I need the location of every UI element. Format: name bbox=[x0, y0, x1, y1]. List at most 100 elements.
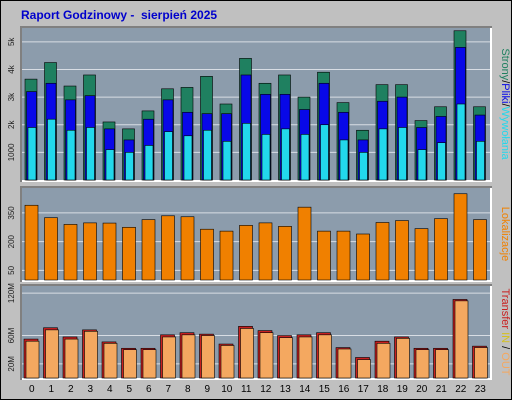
bar-lokalizacje-hour-0 bbox=[24, 204, 39, 281]
requests-ytick-label: 5k bbox=[7, 37, 16, 46]
locations-plot-area bbox=[22, 188, 490, 280]
x-tick-label-hour-11: 11 bbox=[241, 384, 252, 395]
bar-out-hour-3 bbox=[84, 330, 98, 379]
bar-out-hour-5 bbox=[123, 349, 137, 379]
locations-ytick-label: 350 bbox=[7, 206, 16, 220]
transfer-side-label: Transfer IN / OUT bbox=[499, 288, 511, 375]
bar-lokalizacje-hour-8 bbox=[180, 216, 195, 281]
requests-side-label-part: Wywołania bbox=[499, 107, 511, 161]
bar-lokalizacje-hour-4 bbox=[102, 222, 117, 281]
x-tick-label-hour-0: 0 bbox=[29, 384, 35, 395]
bar-wywoania-hour-23 bbox=[476, 141, 485, 181]
x-tick-label-hour-4: 4 bbox=[107, 384, 113, 395]
x-tick-label-hour-17: 17 bbox=[358, 384, 370, 395]
x-tick-label-hour-20: 20 bbox=[416, 384, 428, 395]
requests-plot-area bbox=[22, 28, 490, 180]
x-tick-label-hour-6: 6 bbox=[146, 384, 152, 395]
x-tick-label-hour-12: 12 bbox=[260, 384, 272, 395]
bar-out-hour-17 bbox=[357, 359, 371, 379]
bar-out-hour-22 bbox=[454, 300, 469, 379]
bar-out-hour-8 bbox=[181, 334, 196, 379]
x-tick-label-hour-18: 18 bbox=[377, 384, 389, 395]
locations-side-label: Lokalizacje bbox=[499, 207, 511, 261]
requests-ytick-label: 4k bbox=[7, 64, 16, 73]
bar-wywoania-hour-8 bbox=[183, 135, 193, 181]
transfer-ytick-label: 20M bbox=[7, 356, 16, 372]
bar-out-hour-23 bbox=[474, 347, 488, 379]
requests-ytick-label: 2k bbox=[7, 120, 16, 129]
x-tick-label-hour-19: 19 bbox=[397, 384, 409, 395]
bar-out-hour-10 bbox=[220, 345, 235, 379]
bar-wywoania-hour-19 bbox=[398, 127, 407, 181]
x-tick-label-hour-15: 15 bbox=[319, 384, 331, 395]
transfer-side-label-part: Transfer bbox=[499, 288, 511, 329]
x-tick-label-hour-14: 14 bbox=[299, 384, 311, 395]
transfer-plot-area bbox=[22, 286, 490, 378]
bar-wywoania-hour-7 bbox=[164, 131, 173, 181]
bar-lokalizacje-hour-19 bbox=[395, 220, 409, 281]
bar-wywoania-hour-13 bbox=[281, 128, 290, 181]
bar-out-hour-7 bbox=[162, 336, 176, 379]
bar-wywoania-hour-22 bbox=[456, 103, 466, 181]
bar-out-hour-13 bbox=[279, 337, 293, 379]
requests-side-label: Strony/Pliki/Wywołania bbox=[499, 48, 511, 160]
bar-out-hour-1 bbox=[45, 329, 59, 379]
bar-lokalizacje-hour-10 bbox=[219, 230, 234, 281]
bar-out-hour-4 bbox=[103, 343, 118, 379]
x-tick-label-hour-22: 22 bbox=[455, 384, 467, 395]
x-tick-label-hour-16: 16 bbox=[338, 384, 350, 395]
bar-lokalizacje-hour-21 bbox=[434, 218, 448, 281]
bar-out-hour-6 bbox=[142, 349, 157, 379]
x-tick-label-hour-2: 2 bbox=[68, 384, 74, 395]
bar-lokalizacje-hour-9 bbox=[200, 228, 214, 281]
requests-side-label-part: Strony bbox=[499, 48, 511, 80]
bar-wywoania-hour-9 bbox=[203, 129, 212, 181]
bar-out-hour-11 bbox=[240, 328, 254, 379]
bar-out-hour-14 bbox=[298, 336, 313, 379]
bar-out-hour-0 bbox=[25, 340, 40, 379]
bar-lokalizacje-hour-12 bbox=[258, 222, 273, 281]
transfer-side-label-part: IN bbox=[499, 329, 511, 346]
x-tick-label-hour-1: 1 bbox=[48, 384, 54, 395]
requests-ytick-label: 3k bbox=[7, 92, 16, 101]
x-tick-label-hour-7: 7 bbox=[165, 384, 171, 395]
locations-ytick-label: 50 bbox=[7, 265, 16, 274]
bar-lokalizacje-hour-15 bbox=[317, 230, 331, 281]
bar-wywoania-hour-18 bbox=[378, 128, 388, 181]
bar-out-hour-21 bbox=[435, 349, 449, 379]
bar-out-hour-16 bbox=[337, 348, 352, 379]
bar-wywoania-hour-14 bbox=[300, 134, 310, 181]
bar-lokalizacje-hour-3 bbox=[83, 222, 97, 281]
bar-wywoania-hour-4 bbox=[105, 149, 115, 181]
transfer-ytick-label: 60M bbox=[7, 327, 16, 343]
bar-wywoania-hour-12 bbox=[261, 134, 271, 181]
bar-wywoania-hour-10 bbox=[222, 141, 232, 181]
bar-wywoania-hour-16 bbox=[339, 139, 349, 181]
bar-out-hour-15 bbox=[318, 334, 332, 379]
bar-lokalizacje-hour-22 bbox=[453, 193, 468, 281]
requests-ytick-label: 1000 bbox=[7, 143, 16, 161]
x-tick-label-hour-23: 23 bbox=[475, 384, 487, 395]
locations-ytick-label: 200 bbox=[7, 234, 16, 248]
bar-out-hour-12 bbox=[259, 332, 274, 379]
x-tick-label-hour-5: 5 bbox=[126, 384, 132, 395]
bar-wywoania-hour-17 bbox=[359, 152, 368, 181]
locations-side-label-part: Lokalizacje bbox=[499, 207, 511, 261]
x-tick-label-hour-21: 21 bbox=[436, 384, 448, 395]
bar-lokalizacje-hour-18 bbox=[375, 222, 390, 281]
bar-wywoania-hour-20 bbox=[417, 149, 427, 181]
x-tick-label-hour-8: 8 bbox=[185, 384, 191, 395]
bar-lokalizacje-hour-5 bbox=[122, 226, 136, 281]
bar-lokalizacje-hour-2 bbox=[63, 224, 78, 281]
bar-lokalizacje-hour-23 bbox=[473, 219, 487, 281]
requests-side-label-part: Pliki bbox=[499, 83, 511, 103]
transfer-side-label-part: OUT bbox=[499, 349, 511, 376]
bar-lokalizacje-hour-1 bbox=[44, 217, 58, 281]
x-tick-label-hour-13: 13 bbox=[280, 384, 292, 395]
bar-out-hour-19 bbox=[396, 338, 410, 379]
bar-wywoania-hour-6 bbox=[144, 145, 154, 181]
bar-wywoania-hour-1 bbox=[47, 118, 56, 181]
bar-out-hour-9 bbox=[201, 335, 215, 379]
bar-out-hour-20 bbox=[415, 349, 430, 379]
